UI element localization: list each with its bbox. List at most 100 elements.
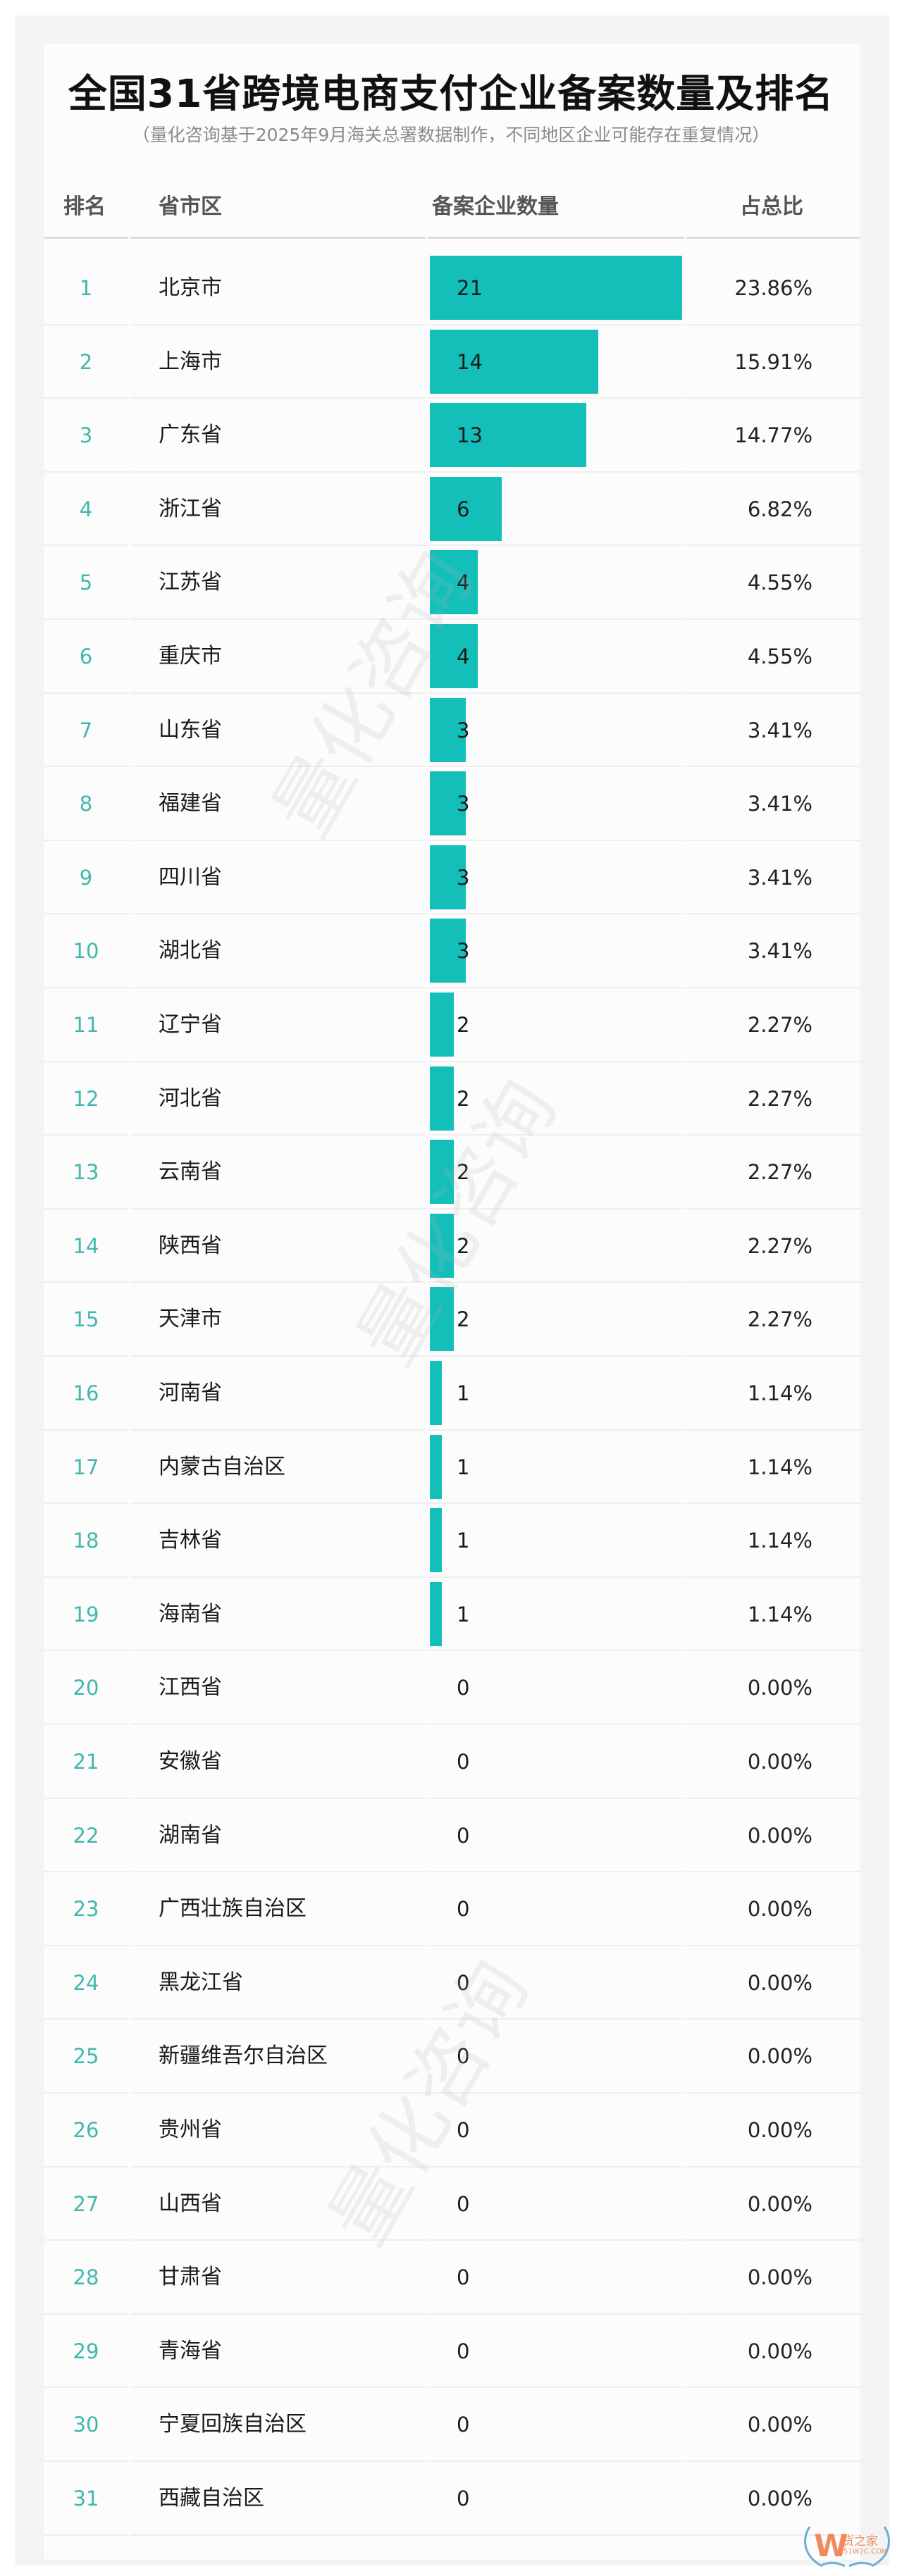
row-divider (44, 1207, 128, 1209)
row-divider (686, 397, 860, 399)
bar-mark (430, 329, 598, 394)
row-divider (130, 1134, 426, 1136)
row-divider (428, 1134, 684, 1136)
rank-cell: 20 (73, 1676, 99, 1700)
row-divider (44, 2387, 128, 2389)
count-label: 4 (457, 571, 470, 595)
count-label: 0 (457, 1823, 470, 1848)
row-divider (130, 1723, 426, 1725)
table-row: 28 甘肃省 0 0.00% (44, 2241, 860, 2315)
row-divider (686, 1207, 860, 1209)
row-divider (130, 692, 426, 694)
share-cell: 0.00% (747, 2487, 813, 2510)
laurel-icon (804, 2526, 890, 2568)
region-cell: 宁夏回族自治区 (159, 2412, 307, 2437)
row-divider (686, 2018, 860, 2020)
share-cell: 14.77% (734, 423, 813, 448)
share-cell: 0.00% (747, 1676, 813, 1700)
rank-cell: 6 (79, 645, 93, 668)
rank-cell: 18 (73, 1529, 99, 1553)
table-row: 29 青海省 0 0.00% (44, 2315, 860, 2389)
count-label: 13 (457, 423, 483, 448)
bar-mark (430, 1581, 443, 1646)
logo-name: 货之家 (842, 2534, 878, 2549)
row-divider (428, 2018, 684, 2020)
table-row: 12 河北省 2 2.27% (44, 1062, 860, 1136)
row-divider (428, 397, 684, 399)
row-divider (686, 1502, 860, 1505)
table-row: 23 广西壮族自治区 0 0.00% (44, 1872, 860, 1946)
count-label: 6 (457, 497, 470, 521)
table-row: 10 湖北省 3 3.41% (44, 914, 860, 988)
share-cell: 0.00% (747, 1823, 813, 1848)
region-cell: 北京市 (159, 275, 222, 300)
count-label: 2 (457, 1013, 470, 1037)
count-label: 2 (457, 1160, 470, 1185)
logo-mark: W (814, 2528, 848, 2564)
rank-cell: 4 (79, 497, 93, 521)
row-divider (428, 1207, 684, 1209)
rank-cell: 9 (79, 865, 93, 890)
share-cell: 0.00% (747, 2118, 813, 2142)
share-cell: 2.27% (747, 1013, 813, 1037)
rank-cell: 27 (73, 2191, 99, 2216)
row-divider (130, 913, 426, 915)
count-label: 21 (457, 276, 483, 300)
row-divider (130, 2091, 426, 2093)
rank-cell: 5 (79, 571, 93, 595)
row-divider (130, 397, 426, 399)
bar-mark (430, 256, 683, 320)
row-divider (130, 2018, 426, 2020)
row-divider (686, 2387, 860, 2389)
region-cell: 安徽省 (159, 1749, 222, 1774)
share-cell: 1.14% (747, 1529, 813, 1553)
row-divider (428, 692, 684, 694)
row-divider (428, 1502, 684, 1505)
row-divider (686, 1797, 860, 1799)
row-divider (686, 2534, 860, 2536)
site-logo: W 货之家 51W2C.COM (801, 2525, 893, 2569)
region-cell: 云南省 (159, 1159, 222, 1185)
bar-mark (430, 1287, 455, 1352)
region-cell: 湖南省 (159, 1822, 222, 1848)
table-row: 17 内蒙古自治区 1 1.14% (44, 1431, 860, 1505)
row-divider (130, 618, 426, 620)
region-cell: 山西省 (159, 2191, 222, 2216)
row-divider (44, 1429, 128, 1431)
row-divider (44, 1502, 128, 1505)
bar-mark (430, 624, 478, 688)
region-cell: 青海省 (159, 2338, 222, 2363)
row-divider (44, 692, 128, 694)
rank-cell: 21 (73, 1750, 99, 1774)
row-divider (44, 1650, 128, 1652)
rank-cell: 28 (73, 2265, 99, 2290)
row-divider (686, 1871, 860, 1873)
row-divider (44, 2239, 128, 2241)
table-row: 25 新疆维吾尔自治区 0 0.00% (44, 2020, 860, 2093)
share-cell: 0.00% (747, 1897, 813, 1922)
region-cell: 黑龙江省 (159, 1970, 243, 1995)
row-divider (44, 545, 128, 547)
row-divider (428, 545, 684, 547)
row-divider (130, 1576, 426, 1578)
row-divider (130, 1207, 426, 1209)
count-label: 0 (457, 1750, 470, 1774)
table-row: 16 河南省 1 1.14% (44, 1357, 860, 1431)
bar-mark (430, 1434, 443, 1499)
row-divider (428, 2460, 684, 2462)
bar-mark (430, 697, 467, 762)
table-row: 4 浙江省 6 6.82% (44, 473, 860, 547)
row-divider (130, 839, 426, 841)
row-divider (686, 1723, 860, 1725)
share-cell: 2.27% (747, 1086, 813, 1111)
share-cell: 2.27% (747, 1233, 813, 1258)
row-divider (428, 471, 684, 473)
row-divider (686, 2165, 860, 2167)
rank-cell: 19 (73, 1602, 99, 1626)
region-cell: 重庆市 (159, 644, 222, 668)
count-label: 1 (457, 1529, 470, 1553)
row-divider (130, 986, 426, 988)
row-divider (686, 2313, 860, 2315)
count-label: 1 (457, 1602, 470, 1626)
row-divider (44, 2018, 128, 2020)
